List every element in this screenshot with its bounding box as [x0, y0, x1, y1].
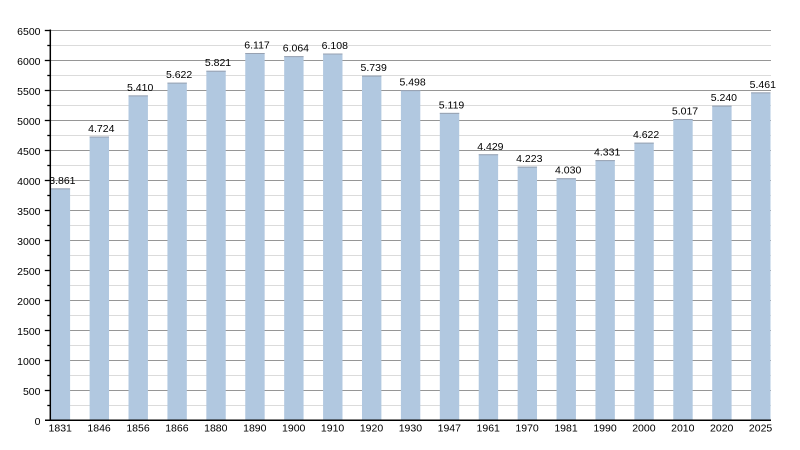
- svg-text:5.498: 5.498: [399, 77, 425, 89]
- svg-text:0: 0: [35, 416, 41, 428]
- svg-text:1866: 1866: [165, 423, 189, 435]
- svg-text:1990: 1990: [593, 423, 617, 435]
- svg-text:4500: 4500: [17, 146, 41, 158]
- svg-text:6500: 6500: [17, 26, 41, 38]
- svg-text:3.861: 3.861: [49, 175, 75, 187]
- svg-text:1970: 1970: [515, 423, 539, 435]
- svg-text:1856: 1856: [126, 423, 150, 435]
- svg-text:1500: 1500: [17, 326, 41, 338]
- svg-text:5000: 5000: [17, 116, 41, 128]
- svg-text:1846: 1846: [87, 423, 111, 435]
- svg-text:6000: 6000: [17, 56, 41, 68]
- svg-text:500: 500: [23, 386, 41, 398]
- svg-text:5.622: 5.622: [166, 69, 192, 81]
- svg-text:1961: 1961: [477, 423, 501, 435]
- svg-text:1910: 1910: [321, 423, 345, 435]
- svg-text:1920: 1920: [360, 423, 384, 435]
- svg-text:5.739: 5.739: [361, 62, 387, 74]
- svg-text:4.429: 4.429: [477, 141, 503, 153]
- svg-text:1000: 1000: [17, 356, 41, 368]
- svg-text:5.410: 5.410: [127, 82, 153, 94]
- svg-text:2000: 2000: [17, 296, 41, 308]
- svg-text:4.331: 4.331: [594, 147, 620, 159]
- svg-text:2025: 2025: [749, 423, 773, 435]
- svg-text:1981: 1981: [554, 423, 578, 435]
- svg-text:2010: 2010: [671, 423, 695, 435]
- svg-text:5.461: 5.461: [750, 79, 776, 91]
- svg-text:1880: 1880: [204, 423, 228, 435]
- svg-text:4.030: 4.030: [555, 165, 581, 177]
- svg-text:5500: 5500: [17, 86, 41, 98]
- svg-text:5.017: 5.017: [672, 106, 698, 118]
- svg-text:1831: 1831: [49, 423, 73, 435]
- svg-text:2500: 2500: [17, 266, 41, 278]
- svg-text:4000: 4000: [17, 176, 41, 188]
- svg-text:6.108: 6.108: [322, 40, 348, 52]
- svg-text:5.821: 5.821: [205, 57, 231, 69]
- svg-text:5.119: 5.119: [439, 99, 465, 111]
- svg-text:4.223: 4.223: [516, 153, 542, 165]
- svg-text:6.064: 6.064: [283, 43, 309, 55]
- svg-text:4.724: 4.724: [88, 123, 114, 135]
- svg-text:4.622: 4.622: [633, 129, 659, 141]
- svg-text:2000: 2000: [632, 423, 656, 435]
- svg-text:5.240: 5.240: [711, 92, 737, 104]
- svg-text:1890: 1890: [243, 423, 267, 435]
- svg-text:1930: 1930: [399, 423, 423, 435]
- svg-text:2020: 2020: [710, 423, 734, 435]
- svg-text:3000: 3000: [17, 236, 41, 248]
- svg-text:1900: 1900: [282, 423, 306, 435]
- svg-text:3500: 3500: [17, 206, 41, 218]
- svg-text:6.117: 6.117: [244, 40, 270, 52]
- svg-text:1947: 1947: [438, 423, 462, 435]
